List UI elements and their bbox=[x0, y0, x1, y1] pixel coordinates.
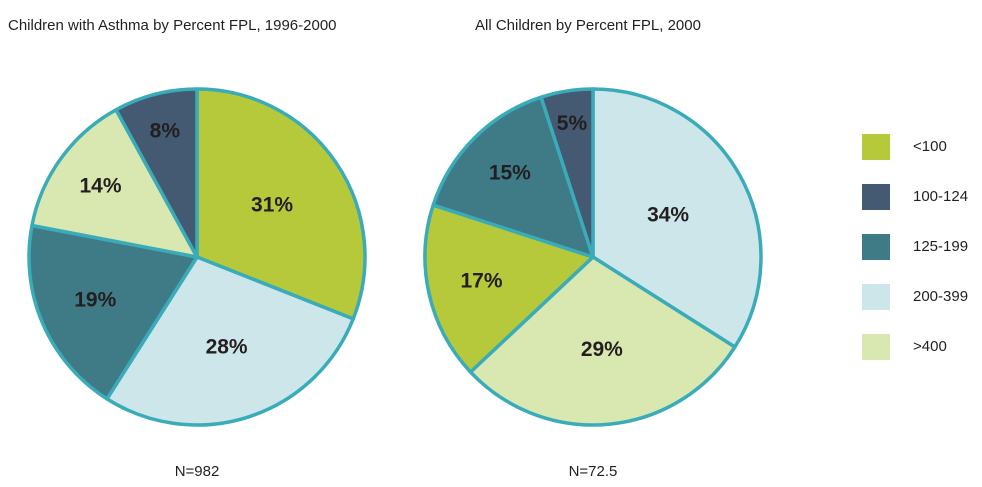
pie-slice bbox=[30, 108, 199, 259]
data-label: 5% bbox=[557, 112, 588, 135]
data-label: 28% bbox=[206, 336, 248, 359]
legend-label: 200-399 bbox=[913, 288, 968, 305]
data-label: 34% bbox=[647, 203, 689, 226]
legend-label: 100-124 bbox=[913, 188, 968, 205]
sample-size: N=982 bbox=[175, 463, 220, 480]
data-label: 15% bbox=[489, 161, 531, 184]
pie-slice bbox=[27, 223, 199, 401]
data-label: 8% bbox=[150, 119, 181, 142]
sample-size: N=72.5 bbox=[569, 463, 618, 480]
data-label: 29% bbox=[581, 338, 623, 361]
pie-slice bbox=[195, 87, 367, 321]
data-label: 14% bbox=[79, 174, 121, 197]
legend-swatch bbox=[862, 184, 890, 210]
data-label: 17% bbox=[460, 269, 502, 292]
legend-label: <100 bbox=[913, 138, 947, 155]
pie-slice bbox=[539, 87, 595, 259]
legend-swatch bbox=[862, 284, 890, 310]
legend-label: 125-199 bbox=[913, 238, 968, 255]
pie-slice bbox=[423, 203, 595, 374]
pie-slice bbox=[105, 255, 355, 427]
pie-slice bbox=[468, 255, 737, 427]
chart-title: Children with Asthma by Percent FPL, 199… bbox=[8, 17, 337, 34]
data-label: 31% bbox=[251, 194, 293, 217]
chart-title: All Children by Percent FPL, 2000 bbox=[475, 17, 701, 34]
legend-label: >400 bbox=[913, 338, 947, 355]
pie-slice bbox=[114, 87, 199, 259]
legend-swatch bbox=[862, 334, 890, 360]
legend-swatch bbox=[862, 134, 890, 160]
legend-swatch bbox=[862, 234, 890, 260]
data-label: 19% bbox=[74, 289, 116, 312]
